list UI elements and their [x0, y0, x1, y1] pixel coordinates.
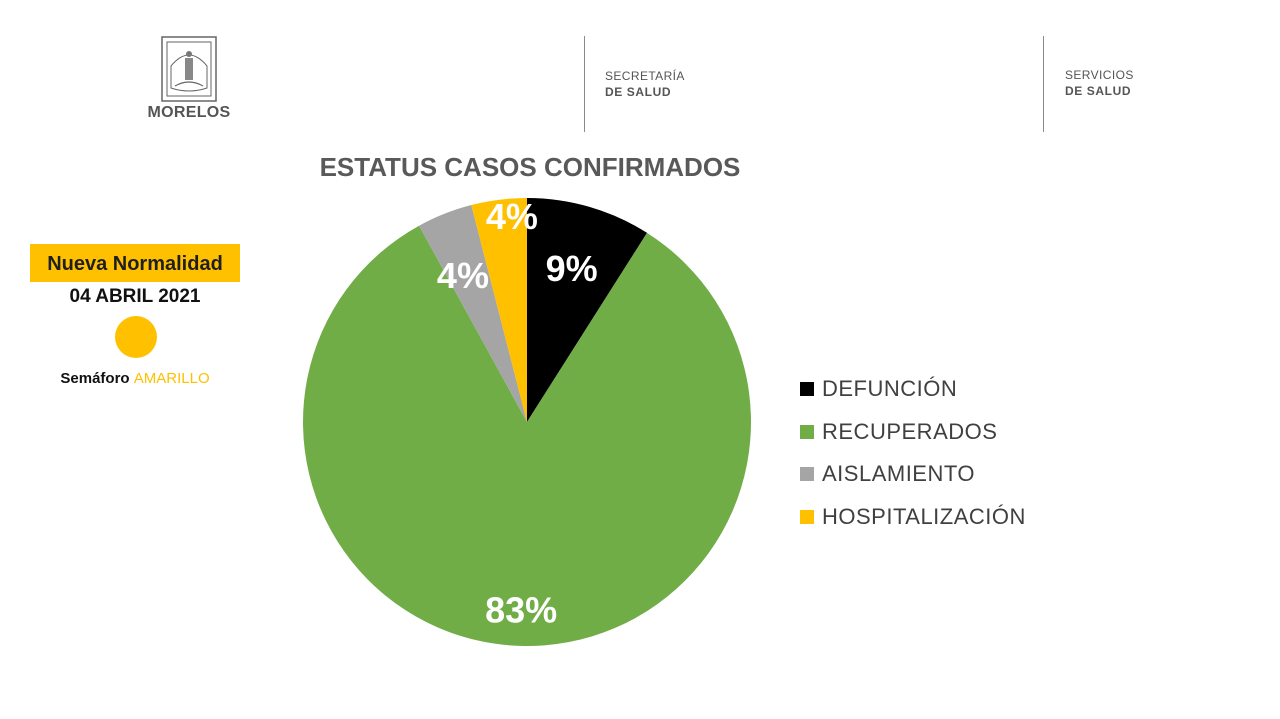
nueva-normalidad-badge: Nueva Normalidad	[30, 244, 240, 282]
secretaria-de-salud-logo: SECRETARÍA DE SALUD	[605, 68, 685, 100]
chart-legend: DEFUNCIÓN RECUPERADOS AISLAMIENTO HOSPITALI…	[800, 368, 1026, 538]
legend-label: AISLAMIENTO	[822, 461, 976, 487]
legend-item: HOSPITALIZACIÓN	[800, 496, 1026, 539]
semaforo-label: Semáforo	[60, 370, 130, 387]
legend-item: RECUPERADOS	[800, 411, 1026, 454]
header-divider	[1043, 36, 1044, 132]
legend-swatch	[800, 467, 814, 482]
legend-item: AISLAMIENTO	[800, 453, 1026, 496]
chart-title: ESTATUS CASOS CONFIRMADOS	[319, 152, 741, 182]
pie-slice-recuperados	[302, 225, 751, 646]
slice-data-label: 4%	[486, 196, 538, 237]
pie-chart: 9% 83% 4% 4%	[302, 196, 751, 646]
legend-swatch	[800, 509, 814, 524]
legend-swatch	[800, 424, 814, 439]
status-date: 04 ABRIL 2021	[69, 286, 201, 307]
org-line-2: DE SALUD	[605, 85, 672, 99]
morelos-logo-text: MORELOS	[147, 104, 231, 121]
legend-swatch	[800, 382, 814, 397]
semaforo-light-icon	[115, 316, 157, 358]
org-line-1: SERVICIOS	[1065, 68, 1134, 82]
legend-label: DEFUNCIÓN	[822, 376, 958, 402]
pie-slices	[302, 198, 751, 646]
pie-labels: 9% 83% 4% 4%	[437, 196, 598, 630]
pie-slice-hospitalización	[471, 198, 527, 422]
legend-label: RECUPERADOS	[822, 418, 998, 444]
legend-item: DEFUNCIÓN	[800, 368, 1026, 411]
slice-data-label: 9%	[546, 248, 598, 289]
header-divider	[584, 36, 585, 132]
semaforo-color-name: AMARILLO	[133, 370, 210, 387]
legend-label: HOSPITALIZACIÓN	[822, 503, 1026, 529]
org-line-2: DE SALUD	[1065, 84, 1132, 98]
servicios-de-salud-logo: SERVICIOS DE SALUD	[1065, 67, 1134, 99]
slice-data-label: 4%	[437, 255, 489, 296]
pie-slice-defunción	[527, 198, 648, 422]
org-line-1: SECRETARÍA	[605, 69, 685, 83]
morelos-seal-logo	[161, 36, 217, 102]
semaforo-status: Semáforo AMARILLO	[30, 370, 240, 387]
slice-data-label: 83%	[485, 589, 557, 630]
pie-slice-aislamiento	[419, 205, 527, 422]
